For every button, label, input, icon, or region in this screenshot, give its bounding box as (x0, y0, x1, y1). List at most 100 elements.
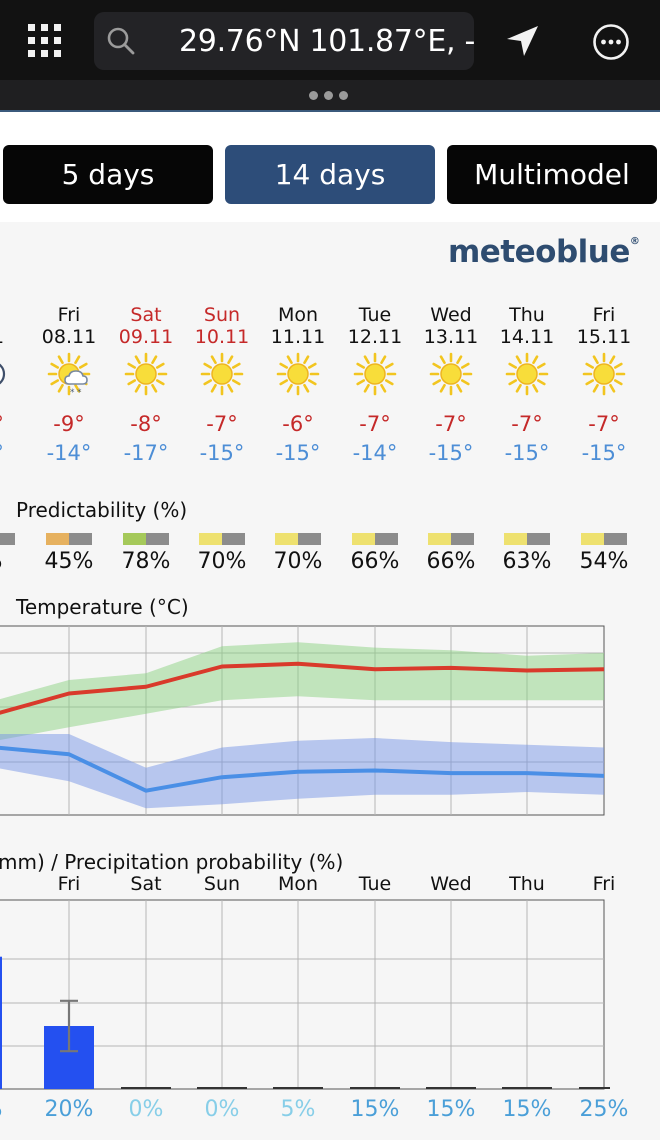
predictability-value: 78% (121, 549, 171, 574)
day-column[interactable]: Mon 11.11 (258, 304, 338, 348)
precipitation-bar (579, 1087, 610, 1089)
precipitation-probability: 5% (280, 1097, 316, 1122)
location-query[interactable]: 29.76°N 101.87°E, - (179, 24, 475, 59)
day-name: Fri (592, 304, 616, 326)
temp-max: -7° (206, 412, 238, 436)
precipitation-day-label: Sun (203, 873, 241, 895)
temp-min: 3° (0, 441, 32, 465)
location-arrow-icon[interactable] (503, 24, 541, 58)
svg-text:*: * (77, 388, 82, 396)
predictability-value: 70% (273, 549, 323, 574)
precipitation-bar (273, 1087, 323, 1089)
precipitation-bar (0, 956, 2, 1089)
temp-max: -9° (53, 412, 85, 436)
precipitation-probability: 0% (204, 1097, 240, 1122)
day-column[interactable]: Tue 12.11 (335, 304, 415, 348)
day-name: Thu (509, 304, 545, 326)
day-column[interactable]: Thu 14.11 (487, 304, 567, 348)
precipitation-bar (121, 1087, 171, 1089)
sun-icon (505, 352, 549, 396)
temp-min: -14° (46, 441, 92, 465)
sun-cloud-snow-icon: * * (47, 352, 91, 396)
temp-max: -7° (435, 412, 467, 436)
max-temp-line (0, 661, 605, 715)
temp-max: 1° (0, 412, 32, 436)
precipitation-day-label: Thu (509, 873, 545, 895)
temp-min: -15° (504, 441, 550, 465)
predictability-bar (0, 533, 15, 545)
precipitation-probability: 15% (426, 1097, 476, 1122)
tab-5-days[interactable]: 5 days (3, 145, 213, 204)
precipitation-bar (197, 1087, 247, 1089)
precipitation-day-label: Tue (358, 873, 392, 895)
day-date: 14.11 (499, 326, 555, 348)
precipitation-probability: 0% (128, 1097, 164, 1122)
day-date: 09.11 (118, 326, 174, 348)
predictability-bar (275, 533, 321, 545)
temp-min: -15° (428, 441, 474, 465)
min-temp-line (0, 745, 605, 793)
temperature-chart (0, 625, 605, 816)
tab-multimodel[interactable]: Multimodel (447, 145, 657, 204)
sun-icon (200, 352, 244, 396)
sun-icon (124, 352, 168, 396)
search-icon (107, 27, 135, 55)
temp-min: -17° (123, 441, 169, 465)
predictability-value: 54% (579, 549, 629, 574)
temp-min: -15° (199, 441, 245, 465)
predictability-value: 45% (44, 549, 94, 574)
day-column[interactable]: Sun 10.11 (182, 304, 262, 348)
day-date: 11 (0, 326, 32, 348)
temp-max: -7° (588, 412, 620, 436)
temp-min: -15° (275, 441, 321, 465)
grid-icon[interactable] (28, 24, 62, 58)
day-column[interactable]: u11 (0, 304, 32, 348)
day-column[interactable]: Sat 09.11 (106, 304, 186, 348)
sun-icon (353, 352, 397, 396)
day-name: Tue (358, 304, 392, 326)
temp-max: -7° (359, 412, 391, 436)
drag-handle-dots[interactable] (309, 91, 348, 100)
predictability-bar (352, 533, 398, 545)
precipitation-probability: 20% (44, 1097, 94, 1122)
precipitation-bar (350, 1087, 400, 1089)
brand-logo[interactable]: meteoblue® (448, 234, 640, 270)
precipitation-chart (0, 899, 610, 1090)
precipitation-probability: 15% (350, 1097, 400, 1122)
precipitation-probability: % (0, 1097, 32, 1122)
predictability-value: 66% (426, 549, 476, 574)
precipitation-day-label: Fri (57, 873, 81, 895)
predictability-bar (504, 533, 550, 545)
day-date: 15.11 (576, 326, 632, 348)
day-column[interactable]: Wed 13.11 (411, 304, 491, 348)
day-column[interactable]: Fri 08.11 (29, 304, 109, 348)
predictability-value: 66% (350, 549, 400, 574)
predictability-bar (199, 533, 245, 545)
day-name: Fri (57, 304, 81, 326)
day-name: Sat (130, 304, 162, 326)
tab-14-days[interactable]: 14 days (225, 145, 435, 204)
svg-text:*: * (70, 388, 75, 396)
predictability-bar (123, 533, 169, 545)
temp-min: -14° (352, 441, 398, 465)
precipitation-day-label: Mon (277, 873, 319, 895)
temp-max: -7° (511, 412, 543, 436)
search-box[interactable]: 29.76°N 101.87°E, - (94, 12, 475, 70)
predictability-value: % (0, 549, 32, 574)
day-date: 13.11 (423, 326, 479, 348)
precipitation-bar (426, 1087, 476, 1089)
predictability-bar (46, 533, 92, 545)
day-date: 12.11 (347, 326, 403, 348)
predictability-bar (581, 533, 627, 545)
sun-icon (429, 352, 473, 396)
predictability-title: Predictability (%) (16, 498, 188, 522)
day-column[interactable]: Fri 15.11 (564, 304, 644, 348)
precipitation-probability: 15% (502, 1097, 552, 1122)
day-date: 08.11 (41, 326, 97, 348)
precipitation-probability: 25% (579, 1097, 629, 1122)
day-name: u (0, 304, 32, 326)
precipitation-day-label: Wed (430, 873, 472, 895)
day-name: Mon (277, 304, 319, 326)
predictability-value: 70% (197, 549, 247, 574)
more-options-icon[interactable] (592, 23, 630, 61)
